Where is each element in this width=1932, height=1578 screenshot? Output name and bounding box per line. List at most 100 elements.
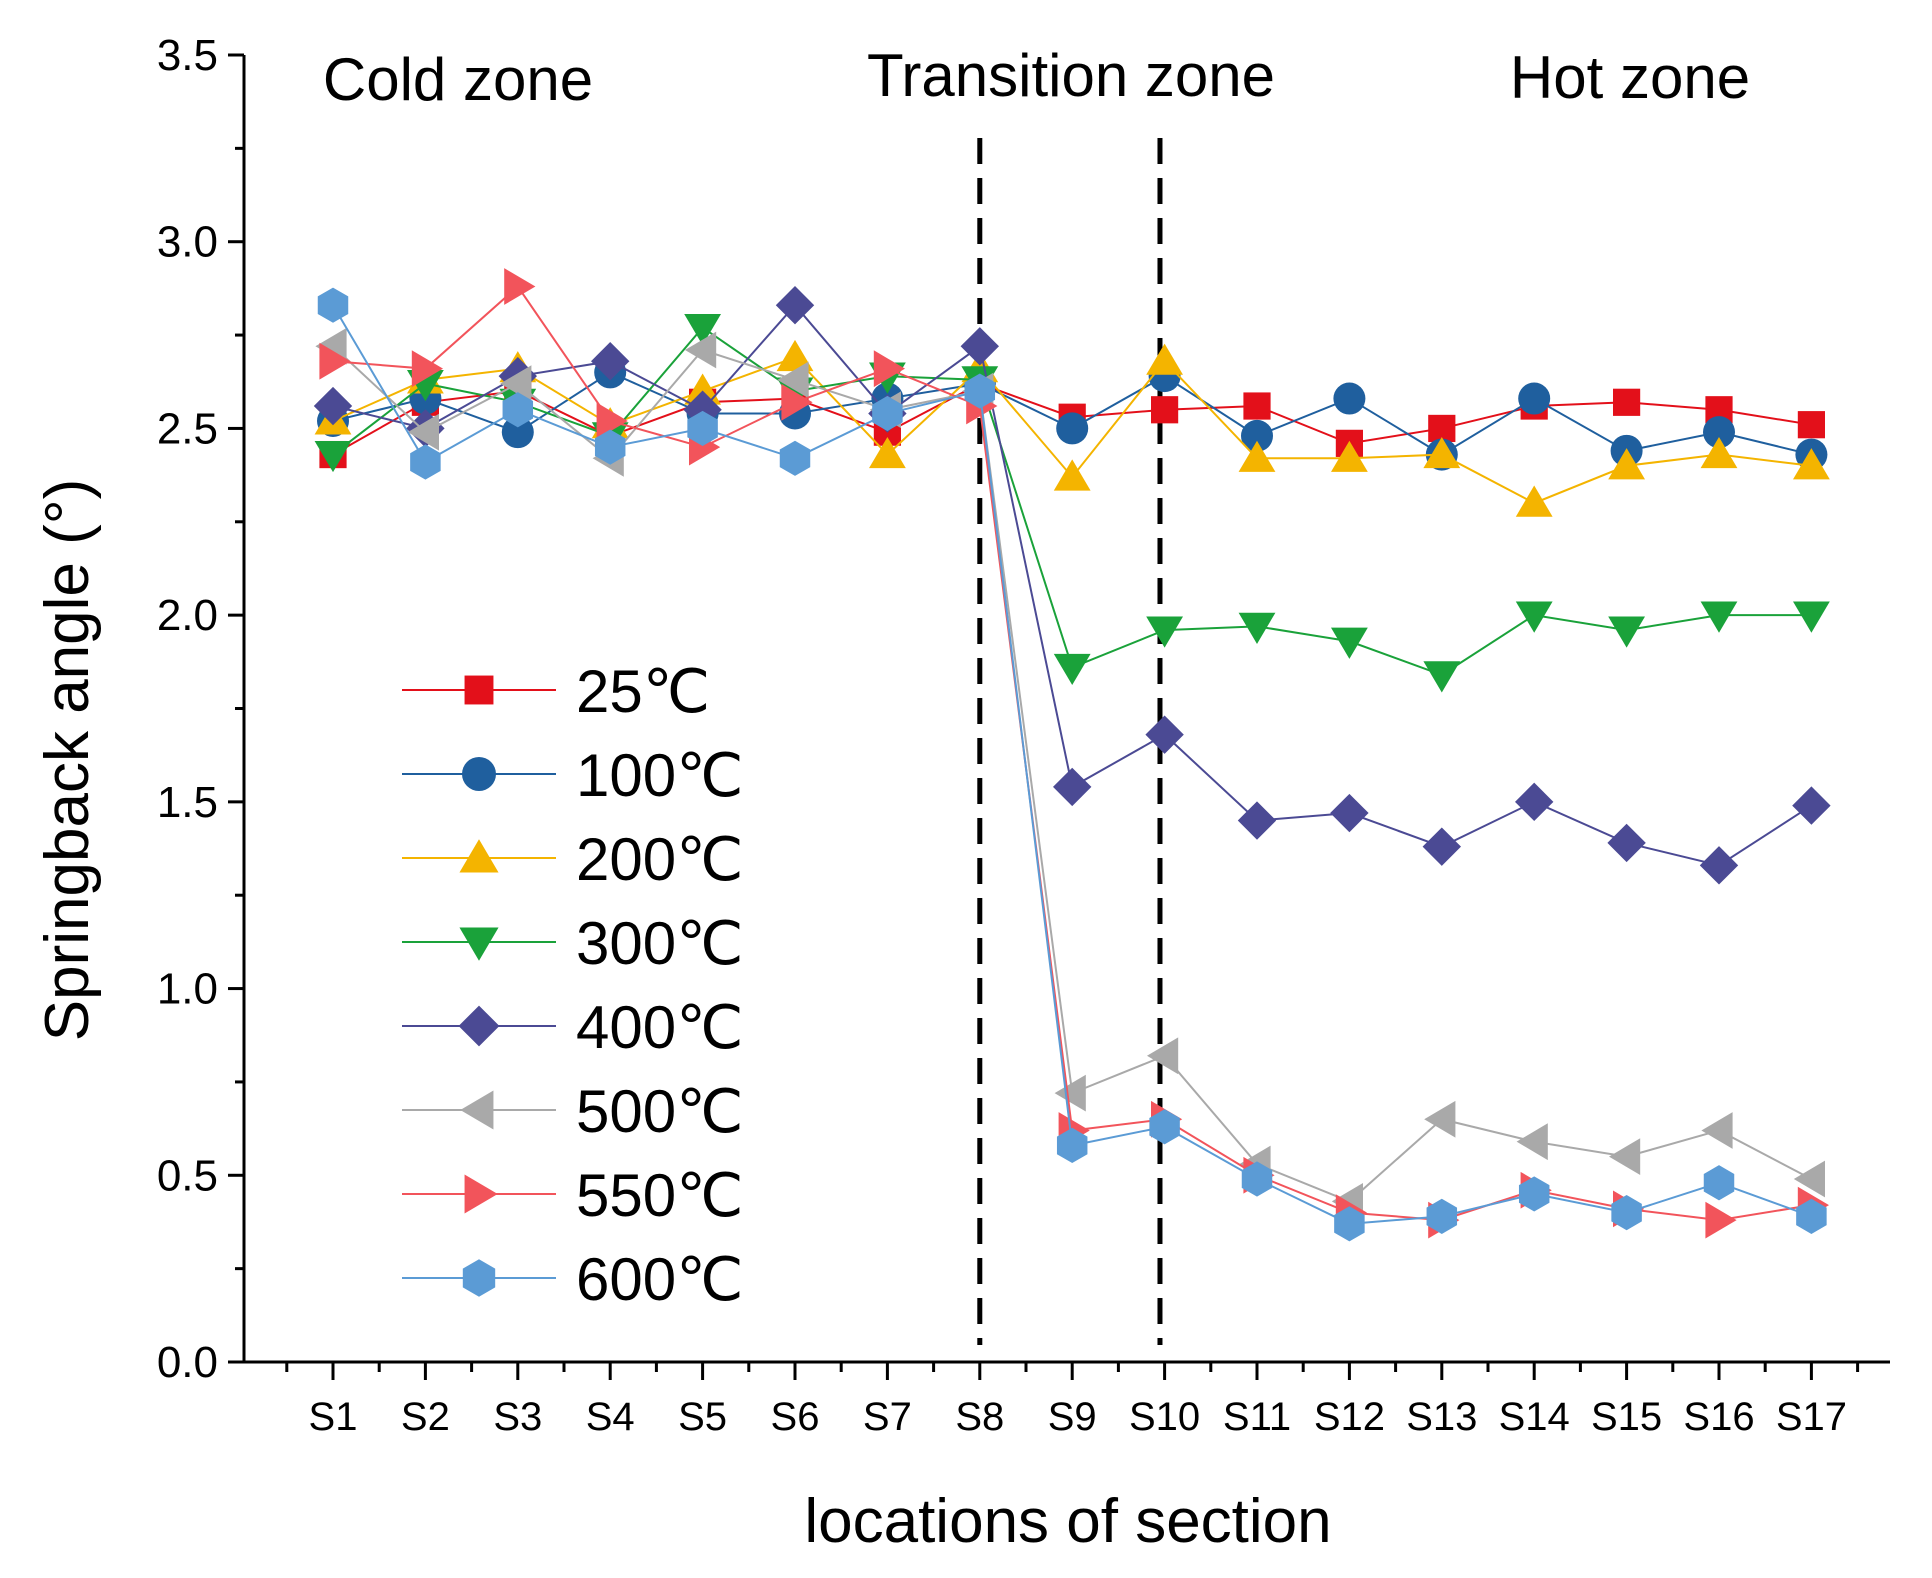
series-7: [317, 287, 1827, 1242]
data-point: [687, 410, 718, 447]
data-point: [1608, 616, 1645, 648]
x-tick-label: S4: [586, 1395, 635, 1439]
data-point: [1518, 382, 1551, 415]
x-tick-label: S13: [1406, 1395, 1477, 1439]
x-tick-label: S16: [1683, 1395, 1754, 1439]
x-tick-label: S2: [401, 1395, 450, 1439]
legend-marker: [462, 1259, 496, 1297]
y-tick-label: 1.0: [157, 965, 218, 1014]
data-point: [591, 342, 630, 381]
data-point: [596, 402, 628, 440]
data-point: [1331, 627, 1368, 659]
data-point: [684, 314, 721, 346]
data-point: [1793, 601, 1830, 633]
data-point: [1145, 715, 1184, 754]
data-point: [1330, 793, 1369, 833]
data-point: [1243, 392, 1271, 420]
data-point: [1333, 382, 1366, 415]
legend-label: 500℃: [576, 1078, 744, 1145]
data-point: [1424, 1100, 1456, 1138]
data-point: [410, 444, 441, 480]
data-point: [779, 440, 811, 476]
data-point: [1426, 1198, 1458, 1234]
data-point: [313, 386, 353, 426]
data-point: [1334, 1206, 1365, 1242]
data-point: [775, 285, 815, 325]
x-tick-label: S17: [1776, 1395, 1847, 1439]
x-tick-label: S12: [1314, 1395, 1385, 1439]
legend-label: 600℃: [576, 1246, 744, 1313]
data-point: [1515, 601, 1553, 633]
data-point: [1053, 767, 1092, 807]
legend-marker: [462, 757, 496, 791]
data-point: [1797, 411, 1825, 439]
data-point: [1700, 601, 1738, 633]
data-point: [1792, 786, 1831, 825]
data-point: [964, 373, 996, 409]
data-point: [1151, 396, 1179, 424]
x-tick-label: S3: [493, 1395, 542, 1439]
data-point: [1146, 343, 1183, 375]
y-tick-label: 1.5: [157, 778, 218, 827]
data-point: [1703, 416, 1735, 449]
data-point: [1700, 436, 1738, 469]
series: [313, 268, 1831, 1242]
x-tick-label: S15: [1591, 1395, 1662, 1439]
y-tick-label: 2.5: [157, 404, 218, 453]
x-tick-label: S14: [1499, 1395, 1570, 1439]
legend-marker: [464, 675, 494, 705]
legend-label: 100℃: [576, 742, 744, 809]
legend-label: 200℃: [576, 826, 744, 893]
series-4: [313, 285, 1831, 885]
data-point: [1241, 1161, 1273, 1197]
x-tick-label: S1: [309, 1395, 358, 1439]
data-point: [502, 392, 534, 428]
legend-marker: [464, 1174, 498, 1214]
legend-label: 550℃: [576, 1162, 744, 1229]
data-point: [594, 429, 626, 465]
data-point: [1056, 1127, 1088, 1164]
data-point: [1518, 1176, 1550, 1212]
data-point: [407, 413, 439, 451]
data-point: [1241, 419, 1273, 452]
data-point: [504, 268, 536, 305]
x-tick-label: S5: [678, 1395, 727, 1439]
legend: 25℃ 100℃ 200℃ 300℃ 400℃ 500℃ 550℃ 600℃: [402, 658, 744, 1313]
x-axis-title: locations of section: [804, 1487, 1331, 1556]
x-tick-label: S7: [863, 1395, 912, 1439]
zone-labels: Cold zone Transition zone Hot zone: [323, 42, 1750, 113]
axes: 0.0 0.5 1.0 1.5 2.0 2.5 3.0 3.5 S1 S2 S3 S4 S5 S6 S7 S8…: [157, 31, 1890, 1439]
data-point: [777, 361, 809, 399]
data-point: [1053, 653, 1091, 686]
data-point: [1331, 440, 1368, 472]
zone-dividers: [977, 138, 1163, 1345]
data-point: [1238, 440, 1276, 472]
x-tick-label: S9: [1048, 1395, 1097, 1439]
data-point: [1515, 782, 1554, 822]
data-point: [1607, 823, 1646, 863]
x-tick-label: S6: [771, 1395, 820, 1439]
data-point: [684, 373, 721, 405]
x-tick-label: S11: [1223, 1395, 1291, 1439]
series-1: [317, 356, 1828, 471]
data-point: [873, 350, 905, 388]
y-tick-label: 3.5: [157, 31, 218, 80]
x-tick-label: S8: [955, 1395, 1004, 1439]
legend-marker: [460, 1090, 494, 1130]
legend-label: 400℃: [576, 994, 744, 1061]
data-point: [1149, 1109, 1180, 1145]
legend-marker: [458, 1005, 500, 1047]
data-point: [1054, 1074, 1086, 1112]
data-point: [781, 383, 813, 421]
data-point: [776, 339, 814, 372]
legend-label: 300℃: [576, 910, 744, 977]
legend-marker: [459, 839, 499, 873]
data-point: [872, 395, 903, 432]
y-tick-label: 0.5: [157, 1151, 218, 1200]
data-point: [869, 436, 906, 469]
data-point: [1793, 1160, 1825, 1198]
series-3: [314, 314, 1830, 693]
data-point: [1703, 1165, 1735, 1201]
data-point: [501, 416, 534, 449]
